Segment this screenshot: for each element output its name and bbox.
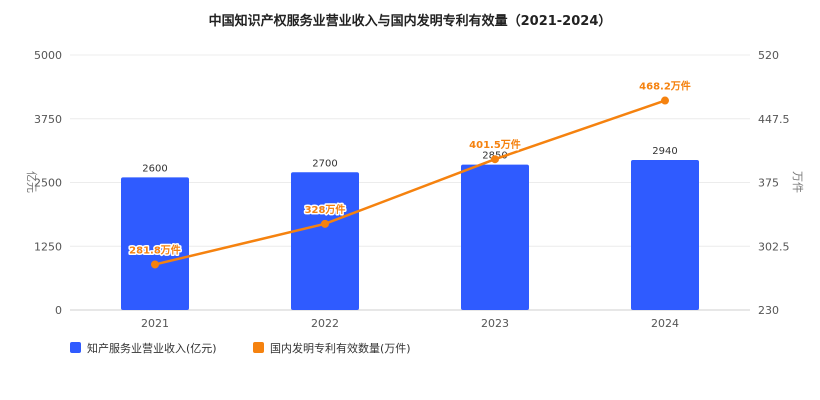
legend-swatch-line (253, 342, 264, 353)
bar[interactable] (631, 160, 699, 310)
line-point[interactable] (151, 260, 159, 269)
line-value-label: 401.5万件 (469, 138, 521, 151)
right-tick-label: 302.5 (758, 240, 790, 253)
right-y-axis-label: 万件 (791, 171, 804, 193)
bar[interactable] (291, 172, 359, 310)
line-value-label: 328万件 (305, 203, 346, 216)
legend-item-line[interactable]: 国内发明专利有效数量(万件) (253, 341, 411, 355)
right-y-axis: 230 302.5 375 447.5 520 (758, 49, 790, 317)
legend-item-bar[interactable]: 知产服务业营业收入(亿元) (70, 341, 217, 355)
left-tick-label: 3750 (34, 113, 62, 126)
legend-label-bar: 知产服务业营业收入(亿元) (87, 341, 217, 355)
x-axis: 2021 2022 2023 2024 (141, 317, 679, 330)
left-tick-label: 0 (55, 304, 62, 317)
right-tick-label: 375 (758, 177, 779, 190)
line-point[interactable] (491, 155, 499, 164)
bar-value-label: 2600 (142, 163, 167, 174)
right-tick-label: 230 (758, 304, 779, 317)
x-tick-label: 2021 (141, 317, 169, 330)
line-point[interactable] (321, 219, 329, 228)
bar-value-label: 2700 (312, 158, 337, 169)
legend: 知产服务业营业收入(亿元) 国内发明专利有效数量(万件) (70, 341, 411, 355)
bar-series: 2600270028502940 (121, 146, 699, 310)
bar[interactable] (121, 177, 189, 310)
line-series: 281.8万件 328万件 401.5万件 468.2万件 (128, 78, 692, 269)
left-y-axis-label: 亿元 (25, 171, 38, 193)
x-tick-label: 2024 (651, 317, 679, 330)
line-point[interactable] (661, 96, 669, 105)
bar[interactable] (461, 164, 529, 310)
line-value-label: 468.2万件 (639, 80, 691, 93)
chart-title: 中国知识产权服务业营业收入与国内发明专利有效量（2021-2024） (209, 13, 612, 29)
series-line (154, 99, 666, 266)
bar-value-label: 2940 (652, 146, 677, 157)
right-tick-label: 447.5 (758, 113, 790, 126)
left-tick-label: 1250 (34, 240, 62, 253)
right-tick-label: 520 (758, 49, 779, 62)
x-tick-label: 2023 (481, 317, 509, 330)
left-y-axis: 0 1250 2500 3750 5000 (34, 49, 62, 317)
left-tick-label: 2500 (34, 177, 62, 190)
x-tick-label: 2022 (311, 317, 339, 330)
line-value-label: 281.8万件 (129, 243, 181, 256)
legend-label-line: 国内发明专利有效数量(万件) (270, 341, 411, 355)
legend-swatch-bar (70, 342, 81, 353)
left-tick-label: 5000 (34, 49, 62, 62)
